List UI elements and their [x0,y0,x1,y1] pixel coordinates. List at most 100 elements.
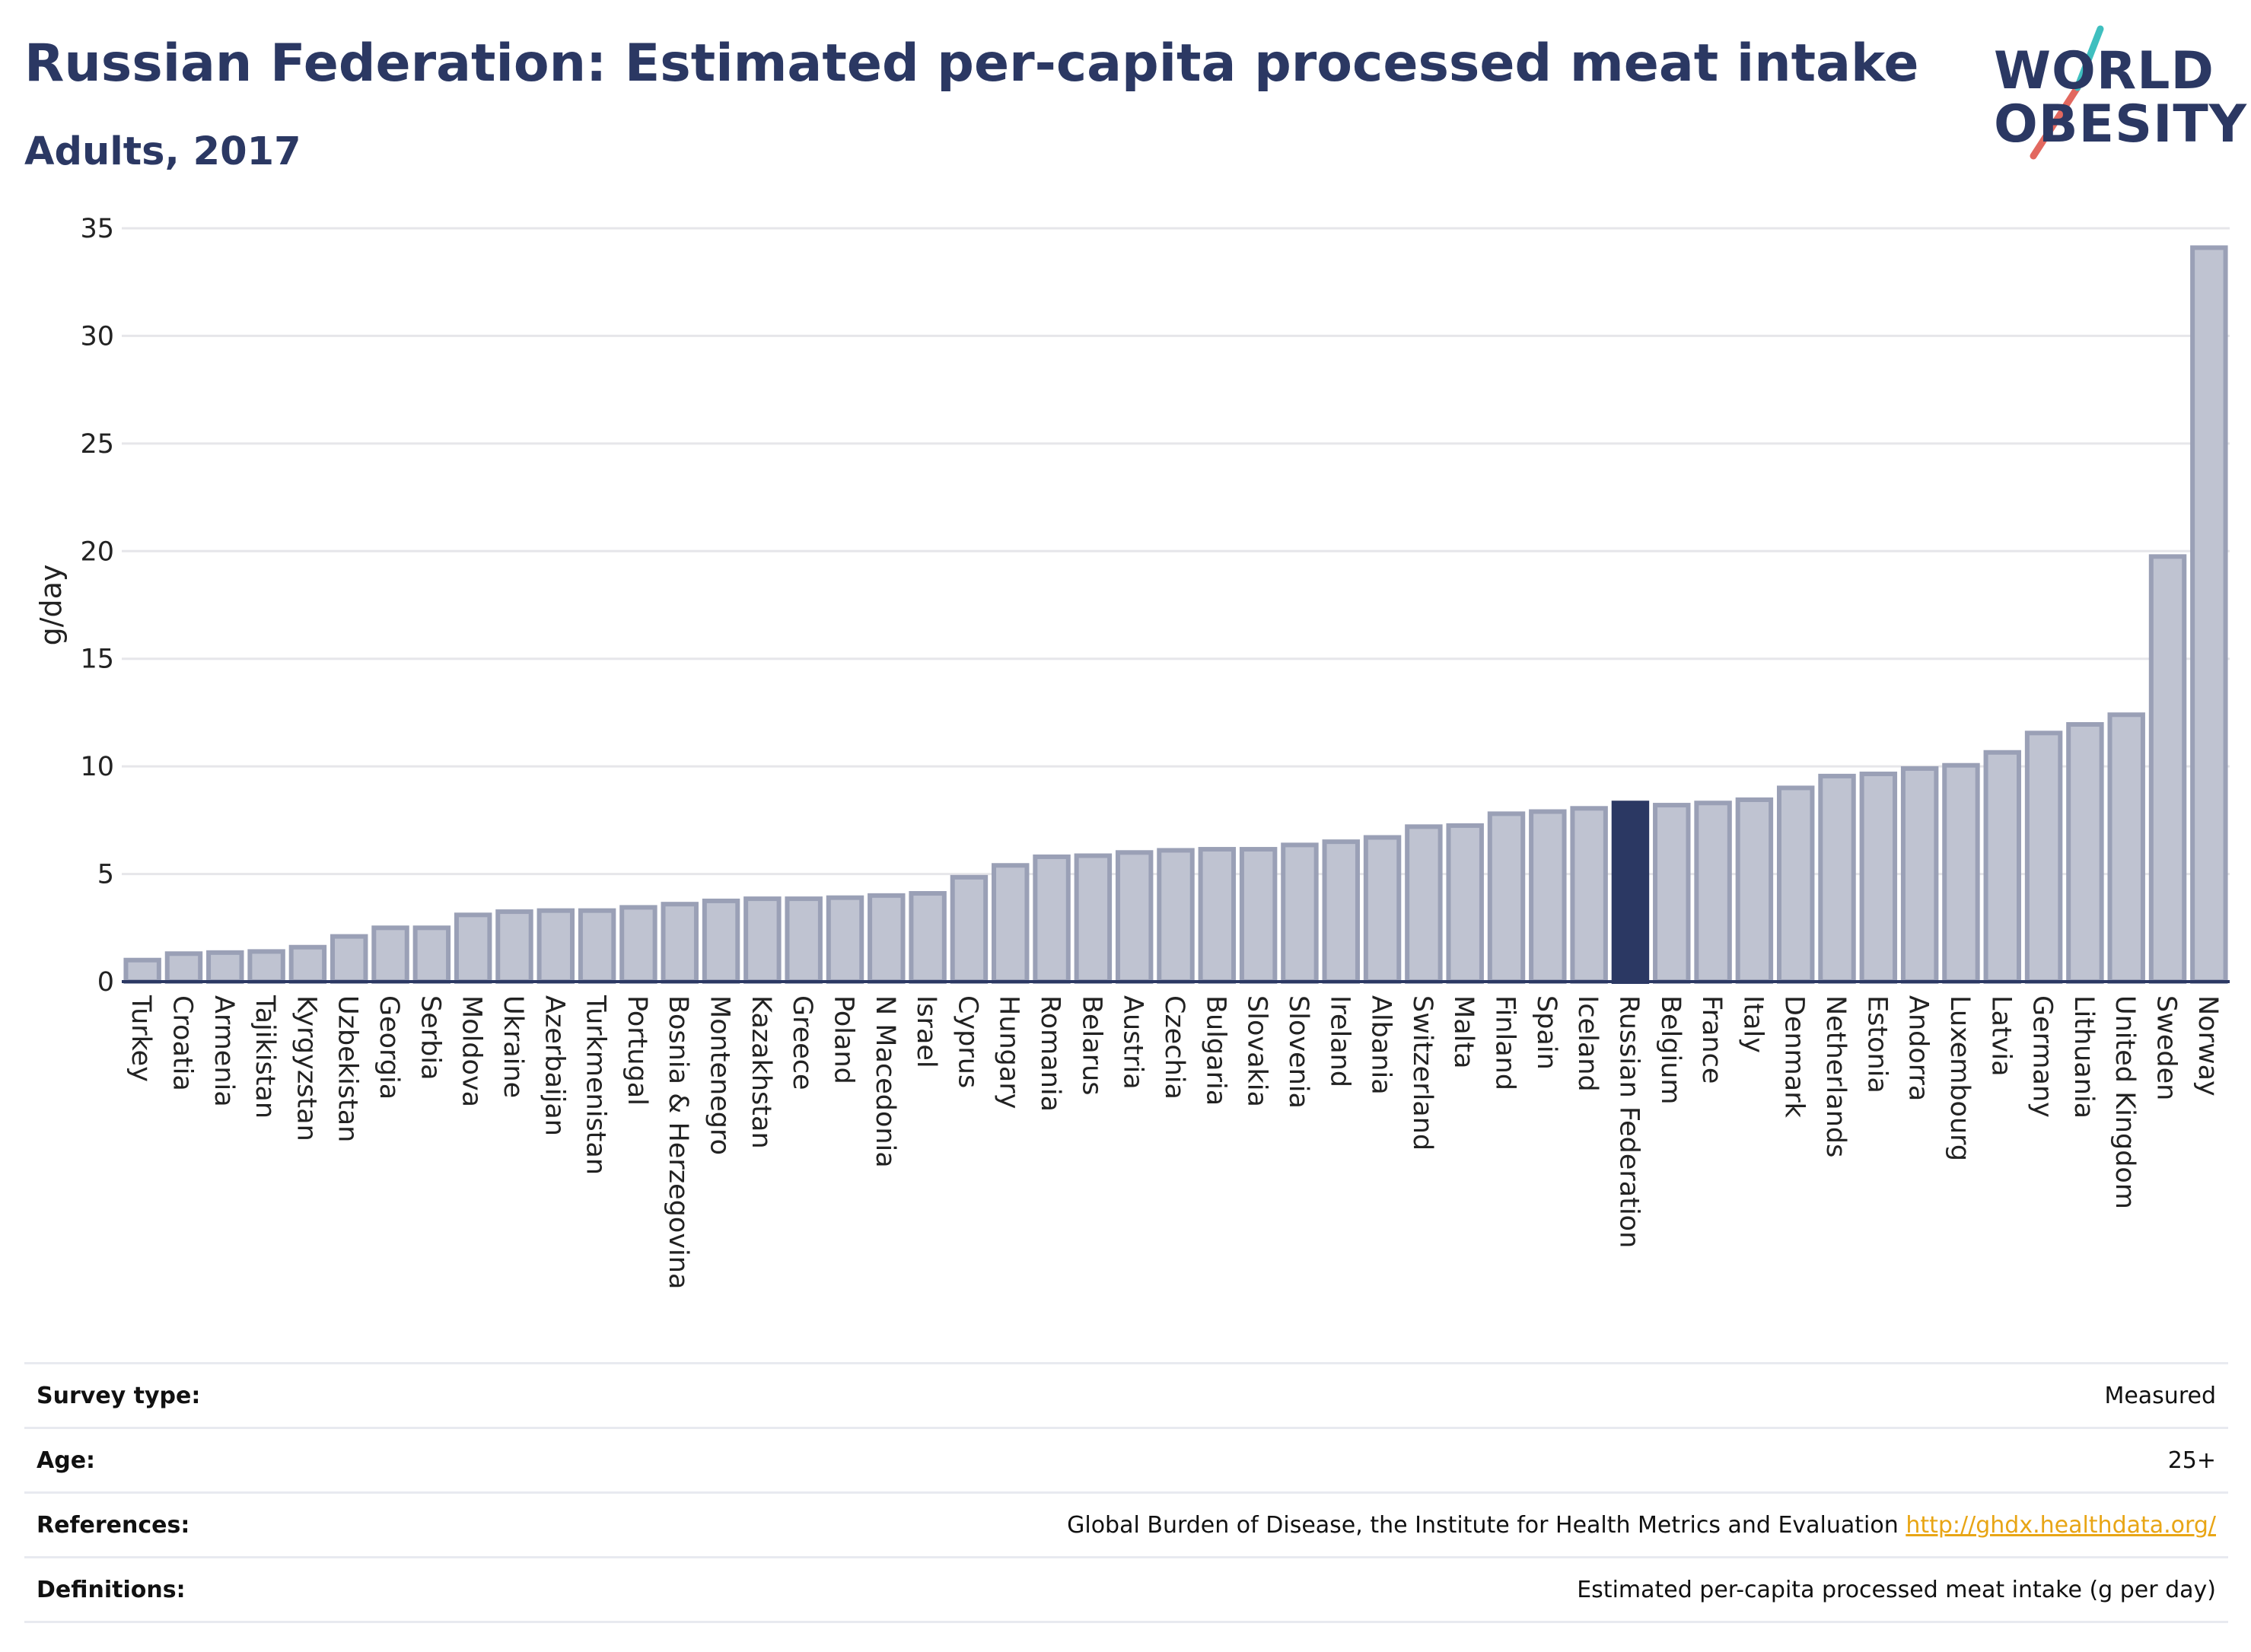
bar-ukraine [495,909,533,984]
bar-norway [2190,245,2228,984]
x-tick-label: Finland [1490,995,1520,1090]
bar-armenia [206,950,244,985]
x-tick-label: Bulgaria [1200,995,1231,1106]
bar-portugal [619,905,657,985]
x-tick-label: Israel [911,995,941,1068]
survey-type-value: Measured [2104,1383,2216,1409]
x-tick-label: Kyrgyzstan [291,995,321,1141]
bar-bosnia-herzegovina [661,902,699,984]
logo-slash-icon [2030,25,2104,160]
x-tick-label: Sweden [2151,995,2182,1100]
bar-france [1694,801,1732,984]
info-row-survey-type: Survey type: Measured [24,1362,2228,1427]
bar-russian-federation [1611,801,1650,984]
x-tick-label: Albania [1366,995,1396,1095]
bar-finland [1487,811,1526,985]
x-tick-label: Denmark [1779,995,1810,1119]
bar-germany [2024,731,2063,984]
y-axis-label: g/day [34,565,68,646]
bar-bulgaria [1198,847,1237,984]
bar-poland [826,895,864,984]
bar-azerbaijan [536,908,575,984]
bar-czechia [1157,848,1195,985]
x-tick-label: Uzbekistan [333,995,363,1142]
y-tick-label: 5 [97,860,114,890]
x-tick-label: Turkey [126,995,156,1082]
x-tick-label: Georgia [374,995,404,1100]
x-tick-label: Romania [1035,995,1065,1112]
x-tick-label: Norway [2192,995,2223,1097]
references-text: Global Burden of Disease, the Institute … [1067,1512,1899,1539]
info-row-definitions: Definitions: Estimated per-capita proces… [24,1556,2228,1623]
bar-israel [909,891,947,984]
chart-title: Russian Federation: Estimated per-capita… [24,33,1919,94]
x-tick-label: Malta [1448,995,1479,1069]
y-tick-label: 30 [80,321,114,352]
references-link[interactable]: http://ghdx.healthdata.org/ [1906,1512,2216,1539]
bar-slovenia [1281,842,1319,985]
x-tick-label: Kazakhstan [746,995,776,1149]
bar-latvia [1983,750,2022,984]
bar-ireland [1322,839,1360,984]
bar-tajikistan [247,949,285,985]
x-tick-label: Spain [1531,995,1562,1070]
x-tick-label: United Kingdom [2109,995,2140,1209]
bar-belarus [1074,853,1113,984]
x-tick-label: Armenia [209,995,239,1107]
bar-denmark [1776,785,1815,985]
x-tick-label: Iceland [1572,995,1603,1092]
bar-lithuania [2066,721,2104,984]
x-tick-label: Belarus [1076,995,1106,1096]
logo-word-obesity: OBESITY [1994,94,2247,154]
bar-iceland [1570,806,1608,985]
bar-malta [1446,823,1484,985]
x-tick-label: Serbia [415,995,445,1081]
bar-slovakia [1239,847,1278,984]
definitions-value: Estimated per-capita processed meat inta… [1577,1577,2216,1603]
bars [123,245,2228,985]
x-tick-label: Lithuania [2068,995,2099,1119]
bar-serbia [412,925,451,985]
x-tick-label: Estonia [1861,995,1892,1093]
bar-chart: 0 5 10 15 20 25 30 35 Turkey Croatia Armenia Tajik… [34,214,2230,1289]
bar-andorra [1900,766,1939,984]
x-axis-ticks: Turkey Croatia Armenia Tajikistan Kyrgyzstan… [126,995,2223,1289]
bar-albania [1363,835,1402,984]
survey-type-label: Survey type: [37,1383,201,1409]
bar-austria [1115,850,1154,985]
bar-uzbekistan [330,934,368,984]
x-tick-label: France [1696,995,1727,1084]
bar-kyrgyzstan [288,944,327,984]
y-tick-label: 15 [80,645,114,675]
x-tick-label: Ukraine [498,995,528,1098]
y-tick-label: 20 [80,536,114,567]
x-tick-label: Latvia [1985,995,2016,1077]
chart-subtitle: Adults, 2017 [24,129,301,174]
references-label: References: [37,1512,190,1539]
x-tick-label: Bosnia & Herzegovina [663,995,693,1289]
x-tick-label: Greece [787,995,817,1090]
y-tick-label: 35 [80,214,114,244]
x-tick-label: Poland [828,995,858,1084]
bar-luxembourg [1942,762,1980,984]
x-tick-label: Slovakia [1242,995,1272,1107]
age-label: Age: [37,1447,96,1474]
bar-turkmenistan [578,908,616,984]
x-tick-label: Azerbaijan [539,995,569,1136]
x-tick-label: Ireland [1324,995,1355,1087]
bar-spain [1529,809,1567,984]
x-tick-label: Luxembourg [1944,995,1975,1161]
bar-moldova [454,912,492,985]
x-tick-label: Cyprus [952,995,982,1088]
x-tick-label: Belgium [1655,995,1686,1105]
y-axis-ticks: 0 5 10 15 20 25 30 35 [80,214,114,998]
bar-turkey [123,957,161,984]
x-tick-label: Moldova [457,995,487,1107]
y-tick-label: 25 [80,429,114,460]
info-row-references: References: Global Burden of Disease, th… [24,1491,2228,1556]
bar-greece [785,896,823,984]
x-tick-label: Tajikistan [250,995,280,1119]
bar-italy [1735,797,1774,984]
info-table: Survey type: Measured Age: 25+ Reference… [24,1362,2228,1623]
x-tick-label: Andorra [1903,995,1934,1101]
